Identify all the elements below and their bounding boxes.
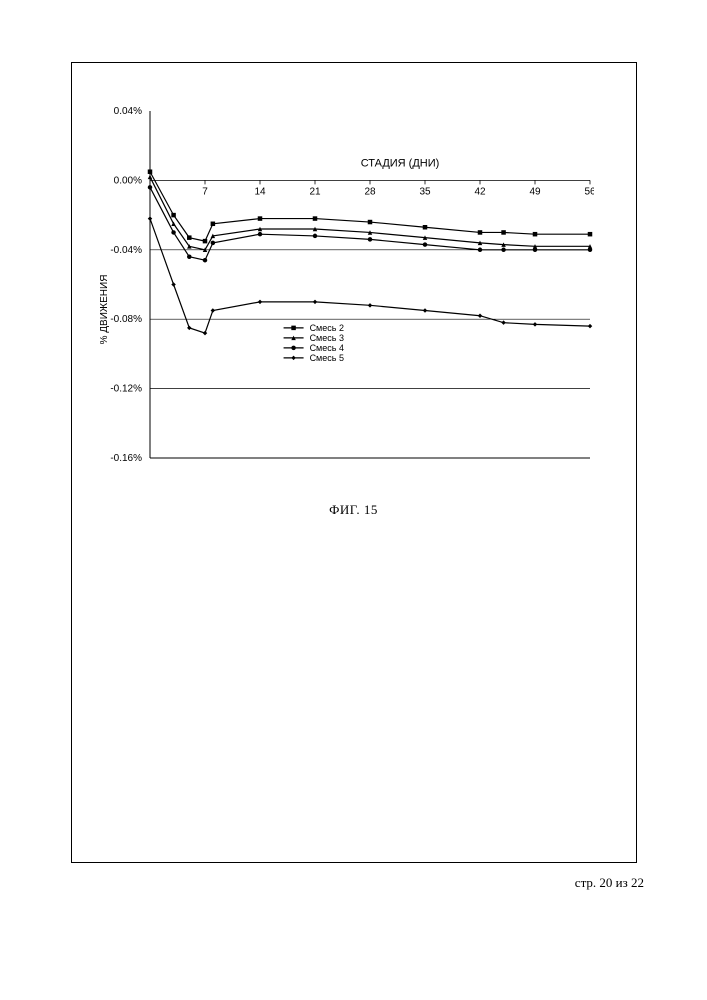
svg-text:28: 28 [364,186,376,197]
figure-caption: ФИГ. 15 [0,502,707,518]
svg-text:Смесь 2: Смесь 2 [310,323,344,333]
svg-text:Смесь 4: Смесь 4 [310,343,344,353]
svg-text:-0.12%: -0.12% [110,384,142,395]
svg-text:56: 56 [584,186,594,197]
svg-text:Смесь 3: Смесь 3 [310,333,344,343]
svg-text:СТАДИЯ (ДНИ): СТАДИЯ (ДНИ) [361,157,440,169]
svg-text:-0.04%: -0.04% [110,245,142,256]
svg-text:% ДВИЖЕНИЯ: % ДВИЖЕНИЯ [99,275,110,345]
svg-text:7: 7 [202,186,208,197]
svg-text:Смесь 5: Смесь 5 [310,353,344,363]
svg-text:0.00%: 0.00% [114,175,142,186]
svg-text:-0.16%: -0.16% [110,453,142,464]
page-footer: стр. 20 из 22 [575,875,644,891]
svg-text:21: 21 [309,186,321,197]
svg-text:42: 42 [474,186,486,197]
svg-text:14: 14 [254,186,266,197]
line-chart: 0.04% 0.00% -0.04% -0.08% -0.12% -0.16% 7 14 21 2… [95,106,594,477]
svg-text:-0.08%: -0.08% [110,314,142,325]
svg-text:0.04%: 0.04% [114,106,142,117]
svg-text:49: 49 [529,186,541,197]
svg-text:35: 35 [419,186,431,197]
